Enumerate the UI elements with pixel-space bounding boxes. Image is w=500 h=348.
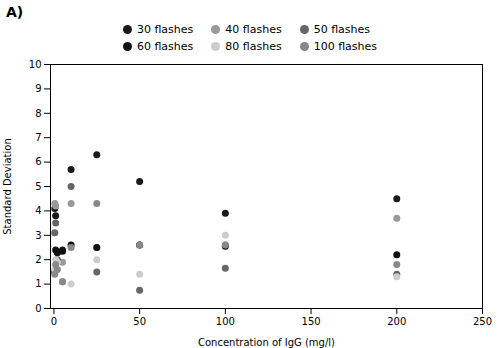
html-text:30 flashes: 30 flashes bbox=[136, 23, 194, 36]
svg-text:50: 50 bbox=[133, 316, 146, 327]
svg-text:1: 1 bbox=[35, 278, 41, 289]
svg-text:10: 10 bbox=[29, 59, 42, 70]
html-text:50 flashes: 50 flashes bbox=[313, 23, 371, 36]
svg-text:9: 9 bbox=[35, 83, 41, 94]
svg-text:3: 3 bbox=[35, 230, 41, 241]
svg-text:250: 250 bbox=[473, 316, 492, 327]
svg-text:5: 5 bbox=[35, 181, 41, 192]
svg-text:2: 2 bbox=[35, 254, 41, 265]
svg-text:100: 100 bbox=[216, 316, 235, 327]
html-text:100 flashes: 100 flashes bbox=[313, 40, 378, 53]
svg-text:0: 0 bbox=[51, 316, 57, 327]
html-text:A): A) bbox=[6, 4, 24, 20]
svg-text:6: 6 bbox=[35, 156, 41, 167]
html-text:60 flashes: 60 flashes bbox=[136, 40, 194, 53]
html-text:40 flashes: 40 flashes bbox=[225, 23, 282, 36]
svg-text:Standard Deviation: Standard Deviation bbox=[2, 138, 13, 235]
svg-text:8: 8 bbox=[35, 108, 41, 119]
svg-text:200: 200 bbox=[387, 316, 406, 327]
svg-text:0: 0 bbox=[35, 303, 41, 314]
svg-text:Concentration of IgG (mg/l): Concentration of IgG (mg/l) bbox=[198, 337, 335, 348]
svg-text:150: 150 bbox=[302, 316, 321, 327]
svg-text:4: 4 bbox=[35, 205, 41, 216]
html-text:80 flashes: 80 flashes bbox=[225, 40, 282, 53]
svg-text:7: 7 bbox=[35, 132, 41, 143]
